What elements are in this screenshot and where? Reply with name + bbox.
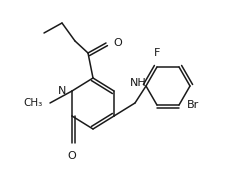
Text: O: O	[68, 151, 76, 161]
Text: F: F	[154, 48, 160, 58]
Text: O: O	[113, 38, 122, 48]
Text: CH₃: CH₃	[24, 98, 43, 108]
Text: N: N	[58, 86, 66, 96]
Text: Br: Br	[187, 100, 199, 110]
Text: NH: NH	[130, 77, 147, 87]
